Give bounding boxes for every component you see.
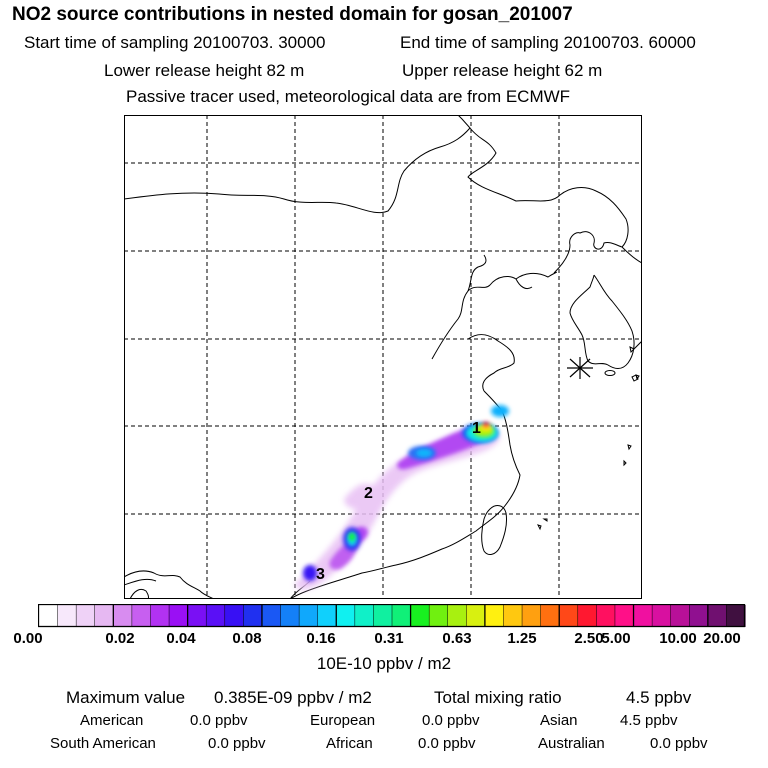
colorbar-cell [354,605,375,627]
region-name: European [310,712,376,729]
colorbar-tick-1: 0.02 [105,630,135,647]
colorbar-tick-7: 1.25 [507,630,537,647]
colorbar-cell [429,605,449,627]
colorbar-cell [614,605,635,627]
colorbar-cell [113,605,133,627]
region-name: African [326,735,373,752]
total-mixing-value: 4.5 ppbv [626,688,692,707]
colorbar-cell [707,605,728,627]
end-time-label: End time of sampling 20100703. 60000 [400,33,696,52]
colorbar-cell [577,605,597,627]
concentration-plume [294,405,509,590]
colorbar-cell [633,605,653,627]
source-markers: 1 2 3 [316,420,481,583]
region-value: 0.0 ppbv [418,735,476,752]
source-marker-1: 1 [472,420,481,437]
map-panel: 1 2 3 [124,115,642,599]
region-name: American [80,712,144,729]
colorbar-tick-8: 2.50 [574,630,604,647]
colorbar-tick-9: 5.00 [601,630,631,647]
colorbar-tick-4: 0.16 [306,630,336,647]
region-value: 0.0 ppbv [208,735,266,752]
colorbar-cell [670,605,690,627]
colorbar-cell [484,605,505,627]
region-value: 0.0 ppbv [422,712,480,729]
colorbar [38,604,746,628]
start-time-label: Start time of sampling 20100703. 30000 [24,33,326,52]
coastlines [124,115,642,599]
upper-release-label: Upper release height 62 m [402,61,603,80]
total-mixing-label: Total mixing ratio [434,688,562,707]
colorbar-cell [596,605,616,627]
region-value: 0.0 ppbv [650,735,708,752]
colorbar-cell [689,605,709,627]
asterisk-icon [567,357,593,379]
colorbar-cell [187,605,207,627]
region-name: Australian [538,735,605,752]
colorbar-cell [726,605,746,627]
region-value: 4.5 ppbv [620,712,678,729]
colorbar-tick-10: 10.00 [659,630,697,647]
source-marker-3: 3 [316,566,325,583]
colorbar-cell [447,605,467,627]
page-title: NO2 source contributions in nested domai… [12,4,573,25]
colorbar-cell [280,605,300,627]
colorbar-cell [652,605,672,627]
colorbar-cell [503,605,523,627]
region-name: South American [50,735,156,752]
colorbar-cell [150,605,170,627]
colorbar-cell [76,605,96,627]
lower-release-label: Lower release height 82 m [104,61,305,80]
max-value-label: Maximum value [66,688,186,707]
colorbar-cell [336,605,356,627]
max-value: 0.385E-09 ppbv / m2 [214,688,372,707]
subtitle: Passive tracer used, meteorological data… [126,87,571,106]
colorbar-tick-6: 0.63 [442,630,472,647]
colorbar-cell [57,605,77,627]
colorbar-cell [206,605,226,627]
colorbar-cell [299,605,319,627]
region-name: Asian [540,712,578,729]
colorbar-cell [39,605,59,627]
region-value: 0.0 ppbv [190,712,248,729]
map-frame [124,115,642,599]
colorbar-cell [317,605,337,627]
colorbar-cell [522,605,542,627]
colorbar-tick-2: 0.04 [166,630,196,647]
colorbar-cell [373,605,393,627]
colorbar-cell [540,605,560,627]
colorbar-tick-0: 0.00 [13,630,43,647]
colorbar-units: 10E-10 ppbv / m2 [316,654,452,673]
colorbar-frame [38,604,746,628]
colorbar-cell [243,605,263,627]
colorbar-cell [94,605,114,627]
colorbar-cell [559,605,579,627]
colorbar-cell [169,605,189,627]
colorbar-cell [131,605,152,627]
colorbar-tick-5: 0.31 [374,630,404,647]
colorbar-cell [261,605,282,627]
colorbar-cell [466,605,486,627]
colorbar-cell [392,605,412,627]
source-marker-2: 2 [364,485,373,502]
colorbar-cell [410,605,430,627]
colorbar-cell [224,605,244,627]
colorbar-tick-3: 0.08 [232,630,262,647]
colorbar-tick-11: 20.00 [703,630,741,647]
